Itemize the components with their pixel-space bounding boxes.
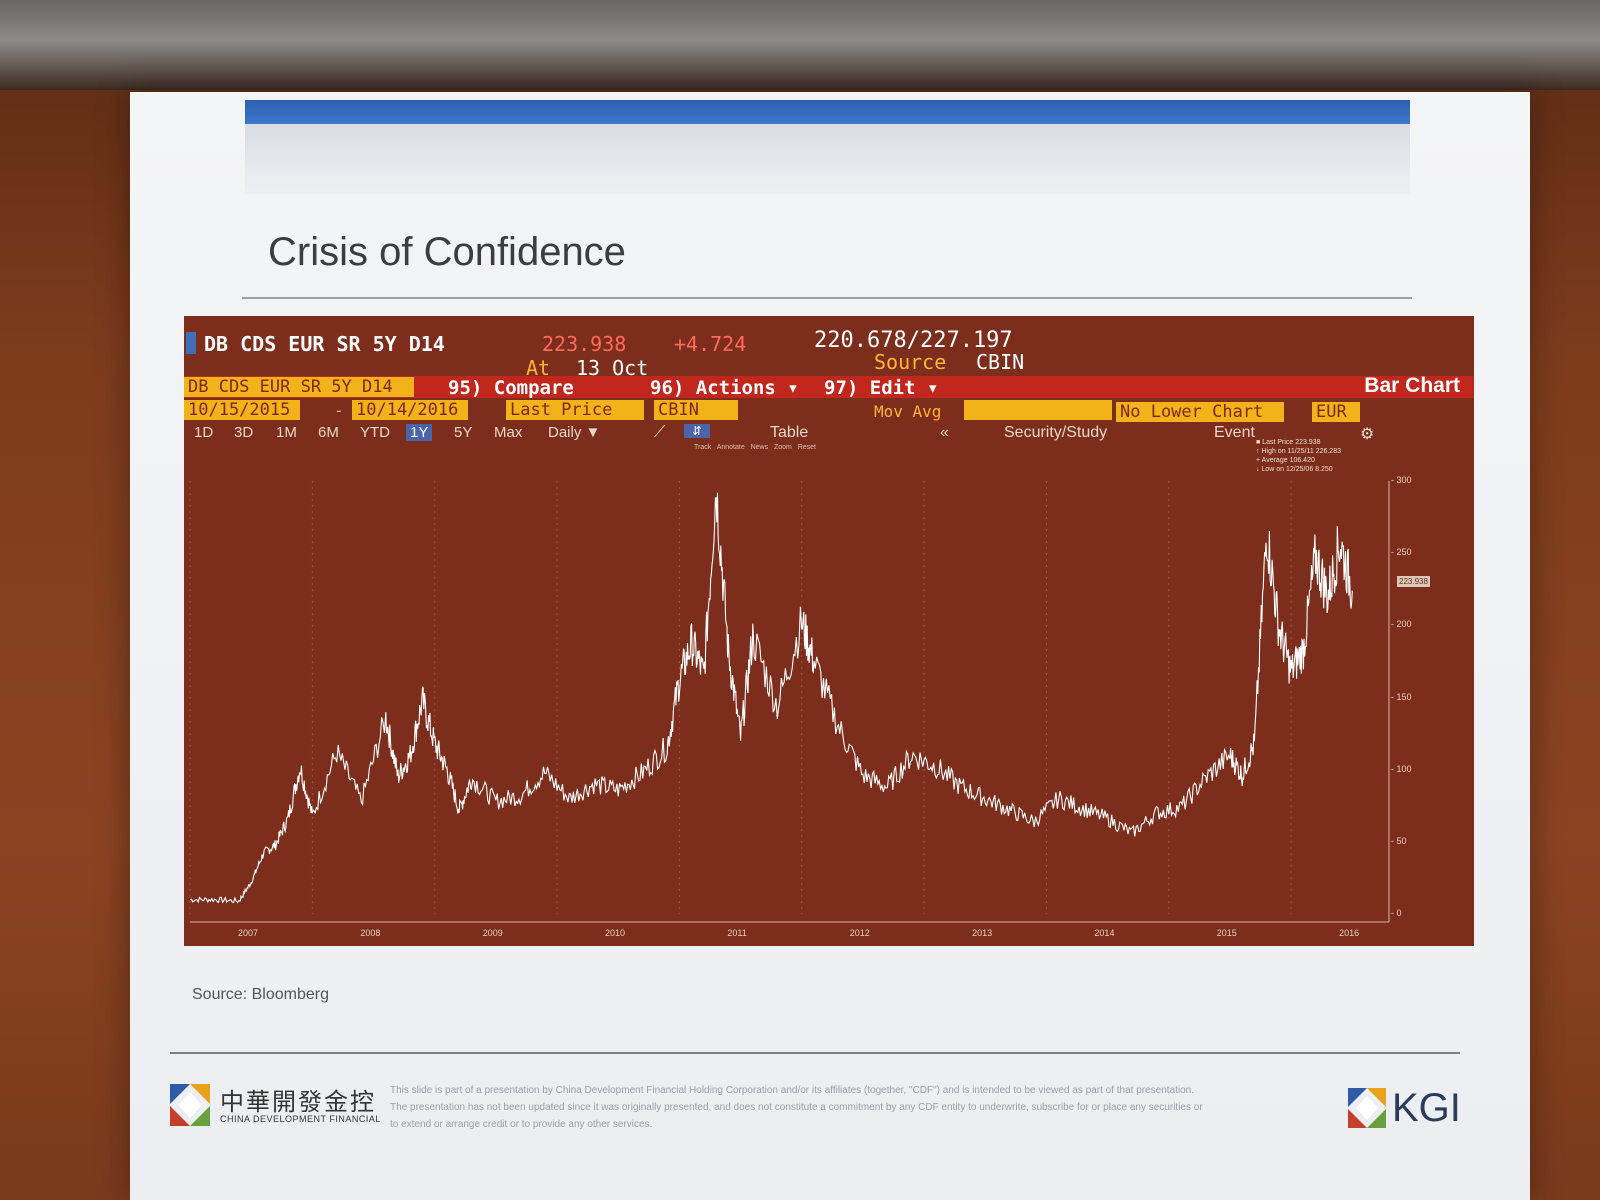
line-chart-icon[interactable]: ⟋ [654,424,666,441]
x-tick-label: 2009 [482,928,503,938]
slide-header-fade [245,124,1410,194]
kgi-wordmark: KGI [1392,1086,1461,1130]
x-tick-label: 2016 [1339,928,1360,938]
frequency-select[interactable]: Daily ▼ [548,424,601,441]
x-tick-label: 2013 [972,928,993,938]
company-name-cn: 中華開發金控 [220,1089,376,1116]
settings-row: 10/15/2015 - 10/14/2016 Last Price CBIN … [184,400,1474,422]
x-tick-label: 2014 [1094,928,1115,938]
slide-title: Crisis of Confidence [268,230,626,274]
y-tick-label: - 200 [1391,619,1412,630]
tool-news[interactable]: News [750,444,769,451]
mov-avg-fields[interactable] [964,400,1112,420]
period-1m[interactable]: 1M [276,424,297,441]
end-date-field[interactable]: 10/14/2016 [352,400,468,420]
price-line-chart [189,481,1390,923]
start-date-field[interactable]: 10/15/2015 [184,400,300,420]
bloomberg-chart-panel: DB CDS EUR SR 5Y D14 223.938 +4.724 220.… [184,316,1474,946]
command-bar [184,376,1474,398]
date-separator: - [334,401,344,420]
tool-annotate[interactable]: Annotate [716,444,745,451]
presentation-slide: Crisis of Confidence DB CDS EUR SR 5Y D1… [130,92,1530,1200]
x-tick-label: 2008 [360,928,381,938]
period-6m[interactable]: 6M [318,424,339,441]
field-select[interactable]: Last Price [506,400,644,420]
projector-screen-edge [0,0,1600,90]
price-change: +4.724 [674,332,747,356]
chart-legend: ■ Last Price 223.938 ↑ High on 11/25/11 … [1256,438,1396,478]
last-price: 223.938 [542,332,627,356]
field-source[interactable]: CBIN [654,400,738,420]
source-label: Source [874,350,947,374]
y-tick-label: - 150 [1391,691,1412,702]
table-button[interactable]: Table [770,424,809,441]
bar-chart-button[interactable]: Bar Chart [1364,374,1460,397]
security-study-button[interactable]: Security/Study [1004,424,1108,441]
ticker-symbol: DB CDS EUR SR 5Y D14 [204,332,445,356]
tool-labels: Track Annotate News Zoom Reset [694,444,816,451]
x-tick-label: 2011 [727,928,747,938]
source-note: Source: Bloomberg [192,986,329,1003]
security-field[interactable]: DB CDS EUR SR 5Y D14 [184,377,414,397]
period-max[interactable]: Max [494,424,523,441]
mov-avg-label: Mov Avg [874,402,942,421]
y-tick-label: - 50 [1391,835,1407,846]
track-tool-icon[interactable]: ⇵ [684,424,711,438]
period-toolbar: 1D 3D 1M 6M YTD 1Y 5Y Max Daily ▼ ⟋ ⇵ Ta… [184,424,1474,446]
ticker-marker [186,332,196,354]
x-tick-label: 2010 [605,928,626,938]
footer-divider [170,1052,1460,1054]
period-1d[interactable]: 1D [194,424,214,441]
disclaimer-text: This slide is part of a presentation by … [390,1085,1203,1130]
bid-ask-range: 220.678/227.197 [814,328,1013,353]
x-tick-label: 2007 [238,928,259,938]
event-button[interactable]: Event [1214,424,1255,441]
actions-menu[interactable]: 96) Actions ▾ [650,377,799,399]
series-line-last-price [189,492,1353,904]
currency-select[interactable]: EUR [1312,402,1360,422]
legend-high: ↑ High on 11/25/11 226.283 [1256,448,1341,455]
source-value: CBIN [976,350,1025,374]
collapse-icon[interactable]: « [940,424,949,441]
cdf-logo-icon [170,1084,210,1126]
x-tick-label: 2012 [849,928,870,938]
y-tick-label: - 0 [1391,908,1402,918]
title-divider [242,297,1412,299]
tool-zoom[interactable]: Zoom [773,444,792,451]
lower-chart-select[interactable]: No Lower Chart [1116,402,1284,422]
period-5y[interactable]: 5Y [454,424,473,441]
compare-menu[interactable]: 95) Compare [448,377,574,399]
tool-reset[interactable]: Reset [797,444,816,451]
edit-menu[interactable]: 97) Edit ▾ [824,377,939,399]
legend-last-price: ■ Last Price 223.938 [1256,439,1321,446]
company-name-en: CHINA DEVELOPMENT FINANCIAL [220,1114,381,1124]
period-ytd[interactable]: YTD [360,424,390,441]
x-tick-label: 2015 [1216,928,1237,938]
legend-low: ↓ Low on 12/25/06 8.250 [1256,466,1333,473]
legend-average: + Average 106.420 [1256,457,1315,464]
settings-gear-icon[interactable]: ⚙ [1360,426,1375,443]
period-1y[interactable]: 1Y [406,424,433,441]
y-tick-label: - 300 [1391,475,1412,485]
tool-track[interactable]: Track [694,444,712,451]
y-tick-label: - 100 [1391,763,1412,774]
slide-header-bar [245,100,1410,124]
kgi-logo-icon [1348,1088,1386,1128]
last-value-marker: 223.938 [1397,576,1430,587]
y-tick-label: - 250 [1391,547,1412,558]
period-3d[interactable]: 3D [234,424,254,441]
